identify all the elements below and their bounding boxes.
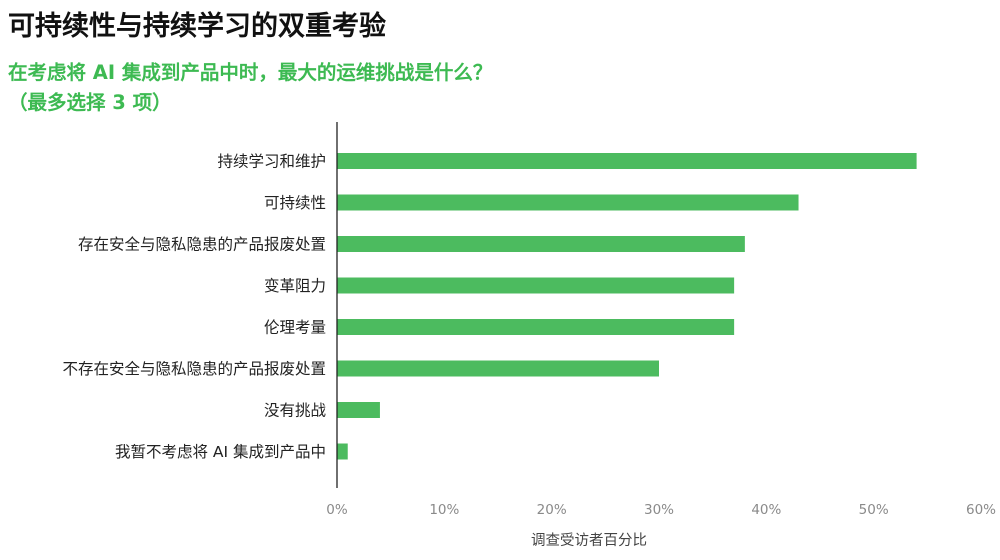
- bar-3: [337, 277, 735, 294]
- bar-7: [337, 443, 348, 460]
- x-tick-label-0: 0%: [326, 502, 348, 518]
- x-tick-label-5: 50%: [859, 502, 889, 518]
- question-line-1: 在考虑将 AI 集成到产品中时，最大的运维挑战是什么？: [8, 61, 493, 84]
- category-label-1: 可持续性: [264, 194, 326, 212]
- chart-title: 可持续性与持续学习的双重考验: [8, 11, 386, 42]
- category-label-5: 不存在安全与隐私隐患的产品报废处置: [62, 360, 326, 378]
- category-label-6: 没有挑战: [264, 402, 327, 420]
- x-axis-title: 调查受访者百分比: [531, 532, 647, 549]
- chart-question: 在考虑将 AI 集成到产品中时，最大的运维挑战是什么？ （最多选择 3 项）: [8, 58, 492, 118]
- x-axis-ticks: 0% 10% 20% 30% 40% 50% 60%: [326, 502, 996, 518]
- question-line-2: （最多选择 3 项）: [8, 91, 172, 114]
- bar-1: [337, 194, 799, 211]
- x-tick-label-6: 60%: [966, 502, 996, 518]
- category-label-0: 持续学习和维护: [217, 153, 326, 171]
- category-labels: 持续学习和维护可持续性存在安全与隐私隐患的产品报废处置变革阻力伦理考量不存在安全…: [62, 153, 326, 462]
- bars-group: [337, 153, 917, 460]
- bar-6: [337, 402, 380, 418]
- x-tick-label-4: 40%: [751, 502, 781, 518]
- bar-0: [337, 153, 917, 169]
- bar-5: [337, 360, 659, 377]
- bar-2: [337, 236, 745, 252]
- x-tick-label-1: 10%: [429, 502, 459, 518]
- bar-4: [337, 319, 735, 335]
- x-tick-label-3: 30%: [644, 502, 674, 518]
- category-label-7: 我暂不考虑将 AI 集成到产品中: [115, 443, 326, 461]
- category-label-3: 变革阻力: [264, 277, 326, 295]
- x-tick-label-2: 20%: [537, 502, 567, 518]
- category-label-4: 伦理考量: [264, 319, 326, 337]
- category-label-2: 存在安全与隐私隐患的产品报废处置: [78, 236, 326, 254]
